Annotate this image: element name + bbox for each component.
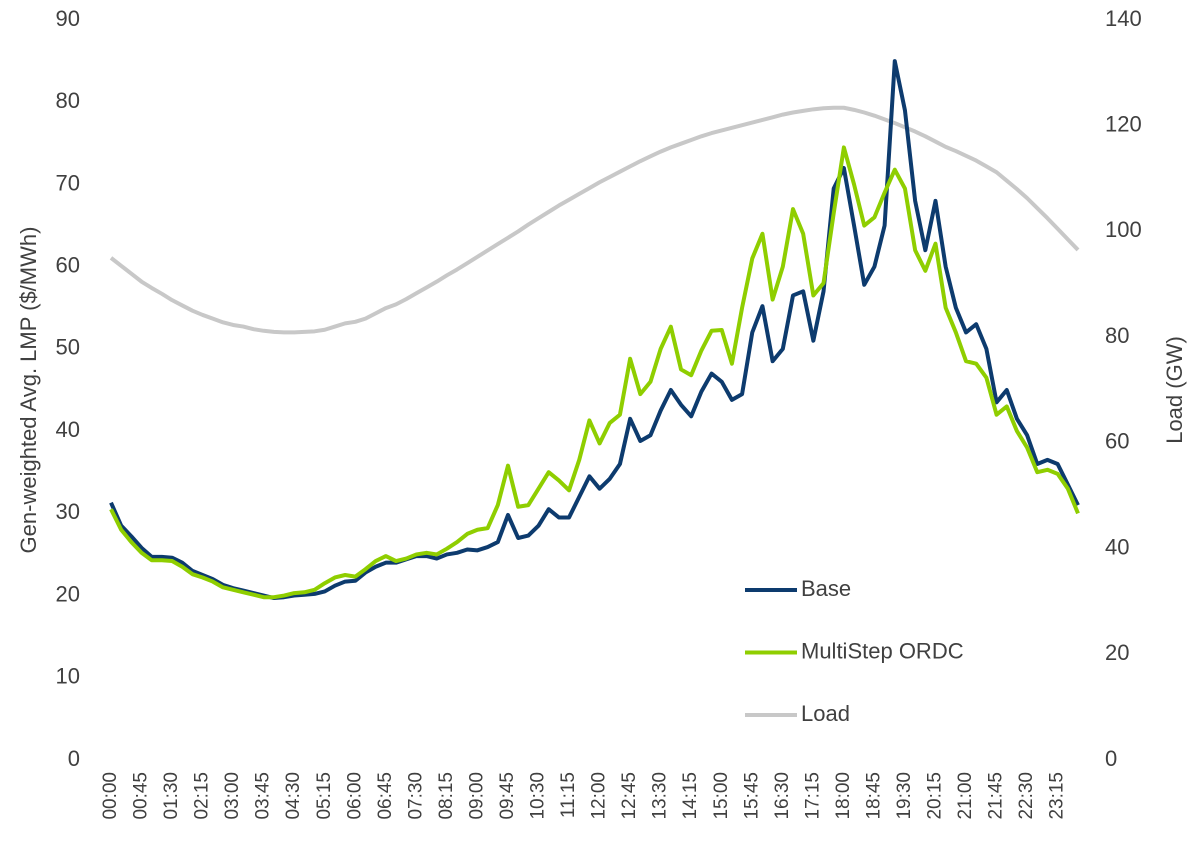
x-tick-label: 07:30 [405,772,426,820]
x-tick-label: 14:15 [680,772,701,820]
y-tick-label: 80 [56,88,80,113]
x-tick-label: 03:00 [222,772,243,820]
line-series [109,145,1080,600]
x-tick-label: 02:15 [192,772,213,820]
legend-label: MultiStep ORDC [801,638,964,663]
line-series [109,105,1080,335]
y-tick-label: 10 [56,664,80,689]
y2-axis-title: Load (GW) [1162,336,1187,444]
x-tick-label: 12:00 [589,772,610,820]
y-tick-label: 0 [68,746,80,771]
x-tick-label: 19:30 [894,772,915,820]
x-tick-label: 16:30 [772,772,793,820]
x-tick-label: 05:15 [314,772,335,820]
x-tick-label: 15:00 [711,772,732,820]
y-tick-label: 30 [56,499,80,524]
x-tick-label: 13:30 [650,772,671,820]
y-tick-label: 50 [56,335,80,360]
x-tick-label: 17:15 [802,772,823,820]
y-tick-label: 90 [56,6,80,31]
x-tick-label: 09:45 [497,772,518,820]
y2-tick-label: 140 [1105,6,1142,31]
x-tick-label: 08:15 [436,772,457,820]
x-tick-label: 06:00 [344,772,365,820]
x-tick-label: 00:00 [100,772,121,820]
legend-label: Load [801,701,850,726]
x-tick-label: 11:15 [558,772,579,818]
x-tick-label: 01:30 [161,772,182,820]
x-tick-label: 18:00 [833,772,854,820]
x-tick-label: 10:30 [528,772,549,820]
y-axis-title: Gen-weighted Avg. LMP ($/MWh) [16,227,41,554]
x-tick-label: 04:30 [283,772,304,820]
legend-label: Base [801,576,851,601]
y2-tick-label: 120 [1105,112,1142,137]
y2-tick-label: 80 [1105,323,1129,348]
x-tick-label: 23:15 [1047,772,1068,820]
x-tick-label: 22:30 [1016,772,1037,820]
x-tick-label: 09:00 [466,772,487,820]
x-tick-label: 06:45 [375,772,396,820]
y2-tick-label: 20 [1105,640,1129,665]
y2-tick-label: 60 [1105,429,1129,454]
y2-tick-label: 40 [1105,534,1129,559]
x-tick-label: 21:45 [986,772,1007,820]
y-tick-label: 70 [56,170,80,195]
y2-tick-label: 0 [1105,746,1117,771]
x-tick-label: 00:45 [131,772,152,820]
y2-tick-label: 100 [1105,217,1142,242]
y-tick-label: 60 [56,252,80,277]
x-tick-label: 03:45 [253,772,274,820]
y-tick-label: 40 [56,417,80,442]
y-tick-label: 20 [56,581,80,606]
x-tick-label: 20:15 [925,772,946,820]
x-tick-label: 21:00 [955,772,976,820]
x-tick-label: 18:45 [863,772,884,820]
x-tick-label: 15:45 [741,772,762,820]
x-tick-label: 12:45 [619,772,640,820]
